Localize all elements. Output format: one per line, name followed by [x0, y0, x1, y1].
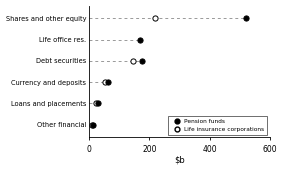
Point: [140, 59, 144, 62]
Point: [91, 123, 96, 126]
Point: [103, 81, 108, 83]
Point: [106, 81, 111, 83]
Point: [153, 17, 158, 20]
Point: [130, 59, 135, 62]
Point: [94, 102, 99, 105]
Point: [90, 123, 95, 126]
X-axis label: $b: $b: [174, 155, 185, 164]
Point: [138, 38, 142, 41]
Point: [244, 17, 248, 20]
Point: [96, 102, 100, 105]
Legend: Pension funds, Life insurance corporations: Pension funds, Life insurance corporatio…: [168, 116, 267, 134]
